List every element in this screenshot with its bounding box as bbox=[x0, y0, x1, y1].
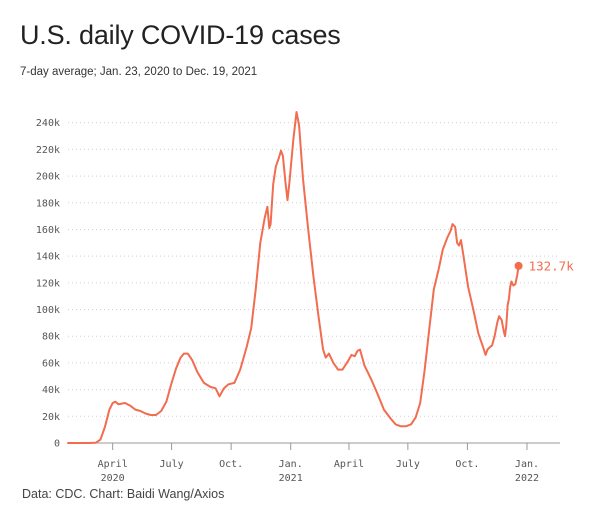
y-axis: 0 20k 40k 60k 80k 100k 120k 140k 160k 180k 200k 220… bbox=[36, 118, 60, 449]
x-tick-label: July bbox=[160, 459, 184, 470]
source-credit: Data: CDC. Chart: Baidi Wang/Axios bbox=[22, 487, 225, 501]
y-tick-label: 60k bbox=[42, 358, 60, 369]
x-tick-label: Jan. bbox=[279, 459, 303, 470]
last-value-label: 132.7k bbox=[529, 258, 575, 273]
y-tick-label: 100k bbox=[36, 305, 60, 316]
chart-title: U.S. daily COVID-19 cases bbox=[20, 20, 341, 50]
x-tick-label: Jan. bbox=[515, 459, 539, 470]
x-axis: April 2020 July Oct. Jan. 2021 April July Oct. Ja… bbox=[98, 443, 539, 484]
y-tick-label: 40k bbox=[42, 385, 60, 396]
last-value-dot bbox=[514, 261, 523, 270]
x-tick-label: July bbox=[396, 459, 420, 470]
y-tick-label: 140k bbox=[36, 252, 60, 263]
y-tick-label: 160k bbox=[36, 225, 60, 236]
x-tick-label: April bbox=[98, 459, 128, 470]
y-tick-label: 80k bbox=[42, 332, 60, 343]
x-tick-sublabel: 2020 bbox=[101, 473, 125, 484]
x-tick-sublabel: 2021 bbox=[279, 473, 303, 484]
y-tick-label: 220k bbox=[36, 145, 60, 156]
y-tick-label: 200k bbox=[36, 172, 60, 183]
y-tick-label: 20k bbox=[42, 412, 60, 423]
y-tick-label: 240k bbox=[36, 118, 60, 129]
x-tick-label: Oct. bbox=[455, 459, 479, 470]
series-layer bbox=[67, 111, 520, 444]
x-tick-label: April bbox=[334, 459, 364, 470]
gridlines bbox=[68, 122, 560, 444]
chart-subtitle: 7-day average; Jan. 23, 2020 to Dec. 19,… bbox=[20, 66, 258, 78]
x-tick-sublabel: 2022 bbox=[515, 473, 539, 484]
y-tick-label: 120k bbox=[36, 278, 60, 289]
x-tick-label: Oct. bbox=[219, 459, 243, 470]
series-line bbox=[67, 111, 520, 444]
y-tick-label: 0 bbox=[54, 439, 60, 450]
annotations: 132.7k bbox=[514, 258, 575, 273]
y-tick-label: 180k bbox=[36, 198, 60, 209]
